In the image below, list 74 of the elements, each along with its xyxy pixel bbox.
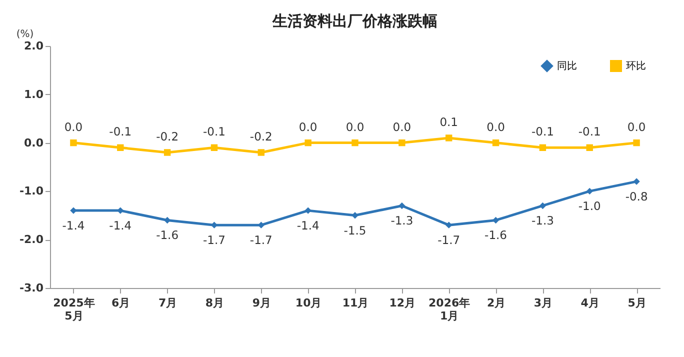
x-tick-label: 6月 [112, 296, 130, 310]
data-label: -1.3 [531, 214, 554, 228]
y-axis-title: (%) [16, 29, 34, 40]
data-label: -1.4 [296, 218, 320, 233]
y-tick-label: -1.0 [19, 184, 44, 198]
x-tick-label: 2月 [486, 296, 506, 310]
data-label: 0.0 [486, 120, 505, 134]
data-label: -1.4 [62, 218, 85, 233]
point [586, 144, 593, 151]
data-label: -1.7 [203, 233, 226, 248]
point [70, 139, 77, 146]
y-tick-label: 2.0 [24, 40, 44, 52]
point [117, 207, 124, 214]
data-label: -0.1 [203, 124, 226, 139]
data-label: -1.4 [109, 218, 132, 233]
point [352, 212, 358, 219]
data-label: -1.3 [390, 214, 414, 228]
x-tick-label: 2026年 1月 [428, 296, 470, 322]
x-tick-label: 3月 [534, 296, 553, 310]
data-label: -0.2 [156, 129, 179, 144]
data-label: -1.7 [250, 233, 272, 248]
point [70, 207, 77, 214]
x-tick-label: 12月 [389, 296, 416, 310]
point [539, 144, 546, 151]
x-tick-label: 8月 [205, 296, 224, 310]
point [164, 149, 171, 156]
data-label: 0.1 [440, 114, 458, 129]
point [258, 149, 265, 156]
data-label: 0.0 [627, 120, 646, 134]
data-label: 0.0 [64, 120, 83, 134]
legend-label: 同比 [557, 60, 577, 72]
point [492, 139, 500, 146]
point [210, 144, 218, 151]
point [164, 216, 171, 224]
point [117, 144, 124, 151]
data-label: -0.8 [625, 190, 648, 204]
point [398, 139, 406, 146]
y-tick-label: -3.0 [19, 282, 44, 294]
point [258, 222, 265, 228]
point [304, 139, 312, 146]
y-tick-label: -2.0 [19, 233, 44, 246]
point [398, 202, 406, 210]
point [445, 134, 452, 142]
point [352, 139, 358, 146]
data-label: -0.1 [109, 124, 132, 139]
y-tick-label: 1.0 [24, 88, 44, 101]
point [304, 207, 312, 214]
x-tick-label: 11月 [342, 296, 369, 310]
point [633, 178, 640, 185]
data-label: -0.1 [531, 124, 554, 139]
data-label: -1.6 [484, 228, 507, 242]
x-tick-label: 4月 [580, 296, 600, 310]
data-label: -0.1 [578, 124, 601, 139]
data-label: -1.6 [156, 228, 179, 242]
point [539, 202, 546, 210]
point [586, 188, 593, 195]
legend-label: 环比 [626, 60, 646, 72]
y-tick-label: 0.0 [24, 136, 44, 150]
x-tick-label: 2025年 5月 [53, 296, 95, 322]
x-tick-label: 5月 [628, 296, 646, 310]
data-label: -1.7 [438, 233, 460, 248]
x-tick-label: 7月 [158, 296, 178, 310]
data-label: -1.5 [344, 223, 366, 238]
chart-title: 生活资料出厂价格涨跌幅 [272, 12, 438, 30]
x-tick-label: 10月 [295, 296, 322, 310]
point [633, 139, 640, 146]
x-tick-label: 9月 [252, 296, 271, 310]
data-label: 0.0 [392, 120, 412, 134]
data-label: 0.0 [346, 120, 364, 134]
data-label: 0.0 [298, 120, 318, 134]
data-label: -0.2 [250, 129, 272, 144]
data-label: -1.0 [578, 199, 601, 214]
point [445, 222, 452, 228]
point [492, 216, 500, 224]
